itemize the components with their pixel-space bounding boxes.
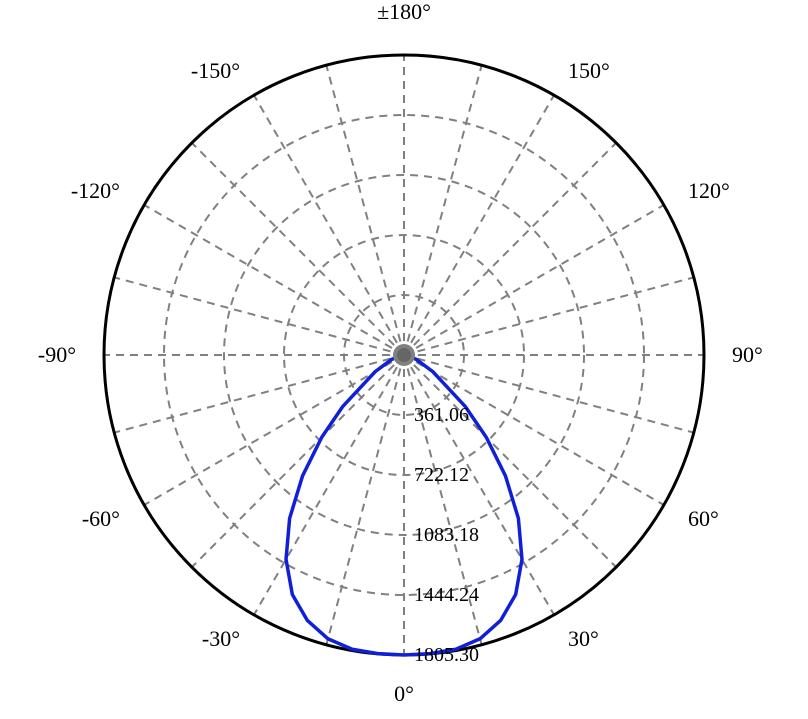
radial-label: 1083.18 xyxy=(414,524,479,546)
angle-label: 60° xyxy=(688,506,719,531)
polar-chart-container: 361.06 722.12 1083.18 1444.24 1805.300° 30° 60… xyxy=(0,0,808,719)
angle-label: -90° xyxy=(38,342,76,367)
angle-label: 150° xyxy=(568,58,610,83)
polar-chart-svg: 361.06 722.12 1083.18 1444.24 1805.300° 30° 60… xyxy=(0,0,808,719)
angle-label: 0° xyxy=(394,681,414,706)
angle-label: -30° xyxy=(202,626,240,651)
angle-label: ±180° xyxy=(377,0,431,24)
angle-label: 120° xyxy=(688,178,730,203)
angle-label: -60° xyxy=(82,506,120,531)
angle-label: 30° xyxy=(568,626,599,651)
radial-label: 361.06 xyxy=(414,404,469,426)
angle-label: -150° xyxy=(191,58,240,83)
radial-label: 1444.24 xyxy=(414,584,479,606)
angle-label: -120° xyxy=(71,178,120,203)
angle-label: 90° xyxy=(732,342,763,367)
radial-label: 722.12 xyxy=(414,464,469,486)
radial-label: 1805.30 xyxy=(414,644,479,666)
